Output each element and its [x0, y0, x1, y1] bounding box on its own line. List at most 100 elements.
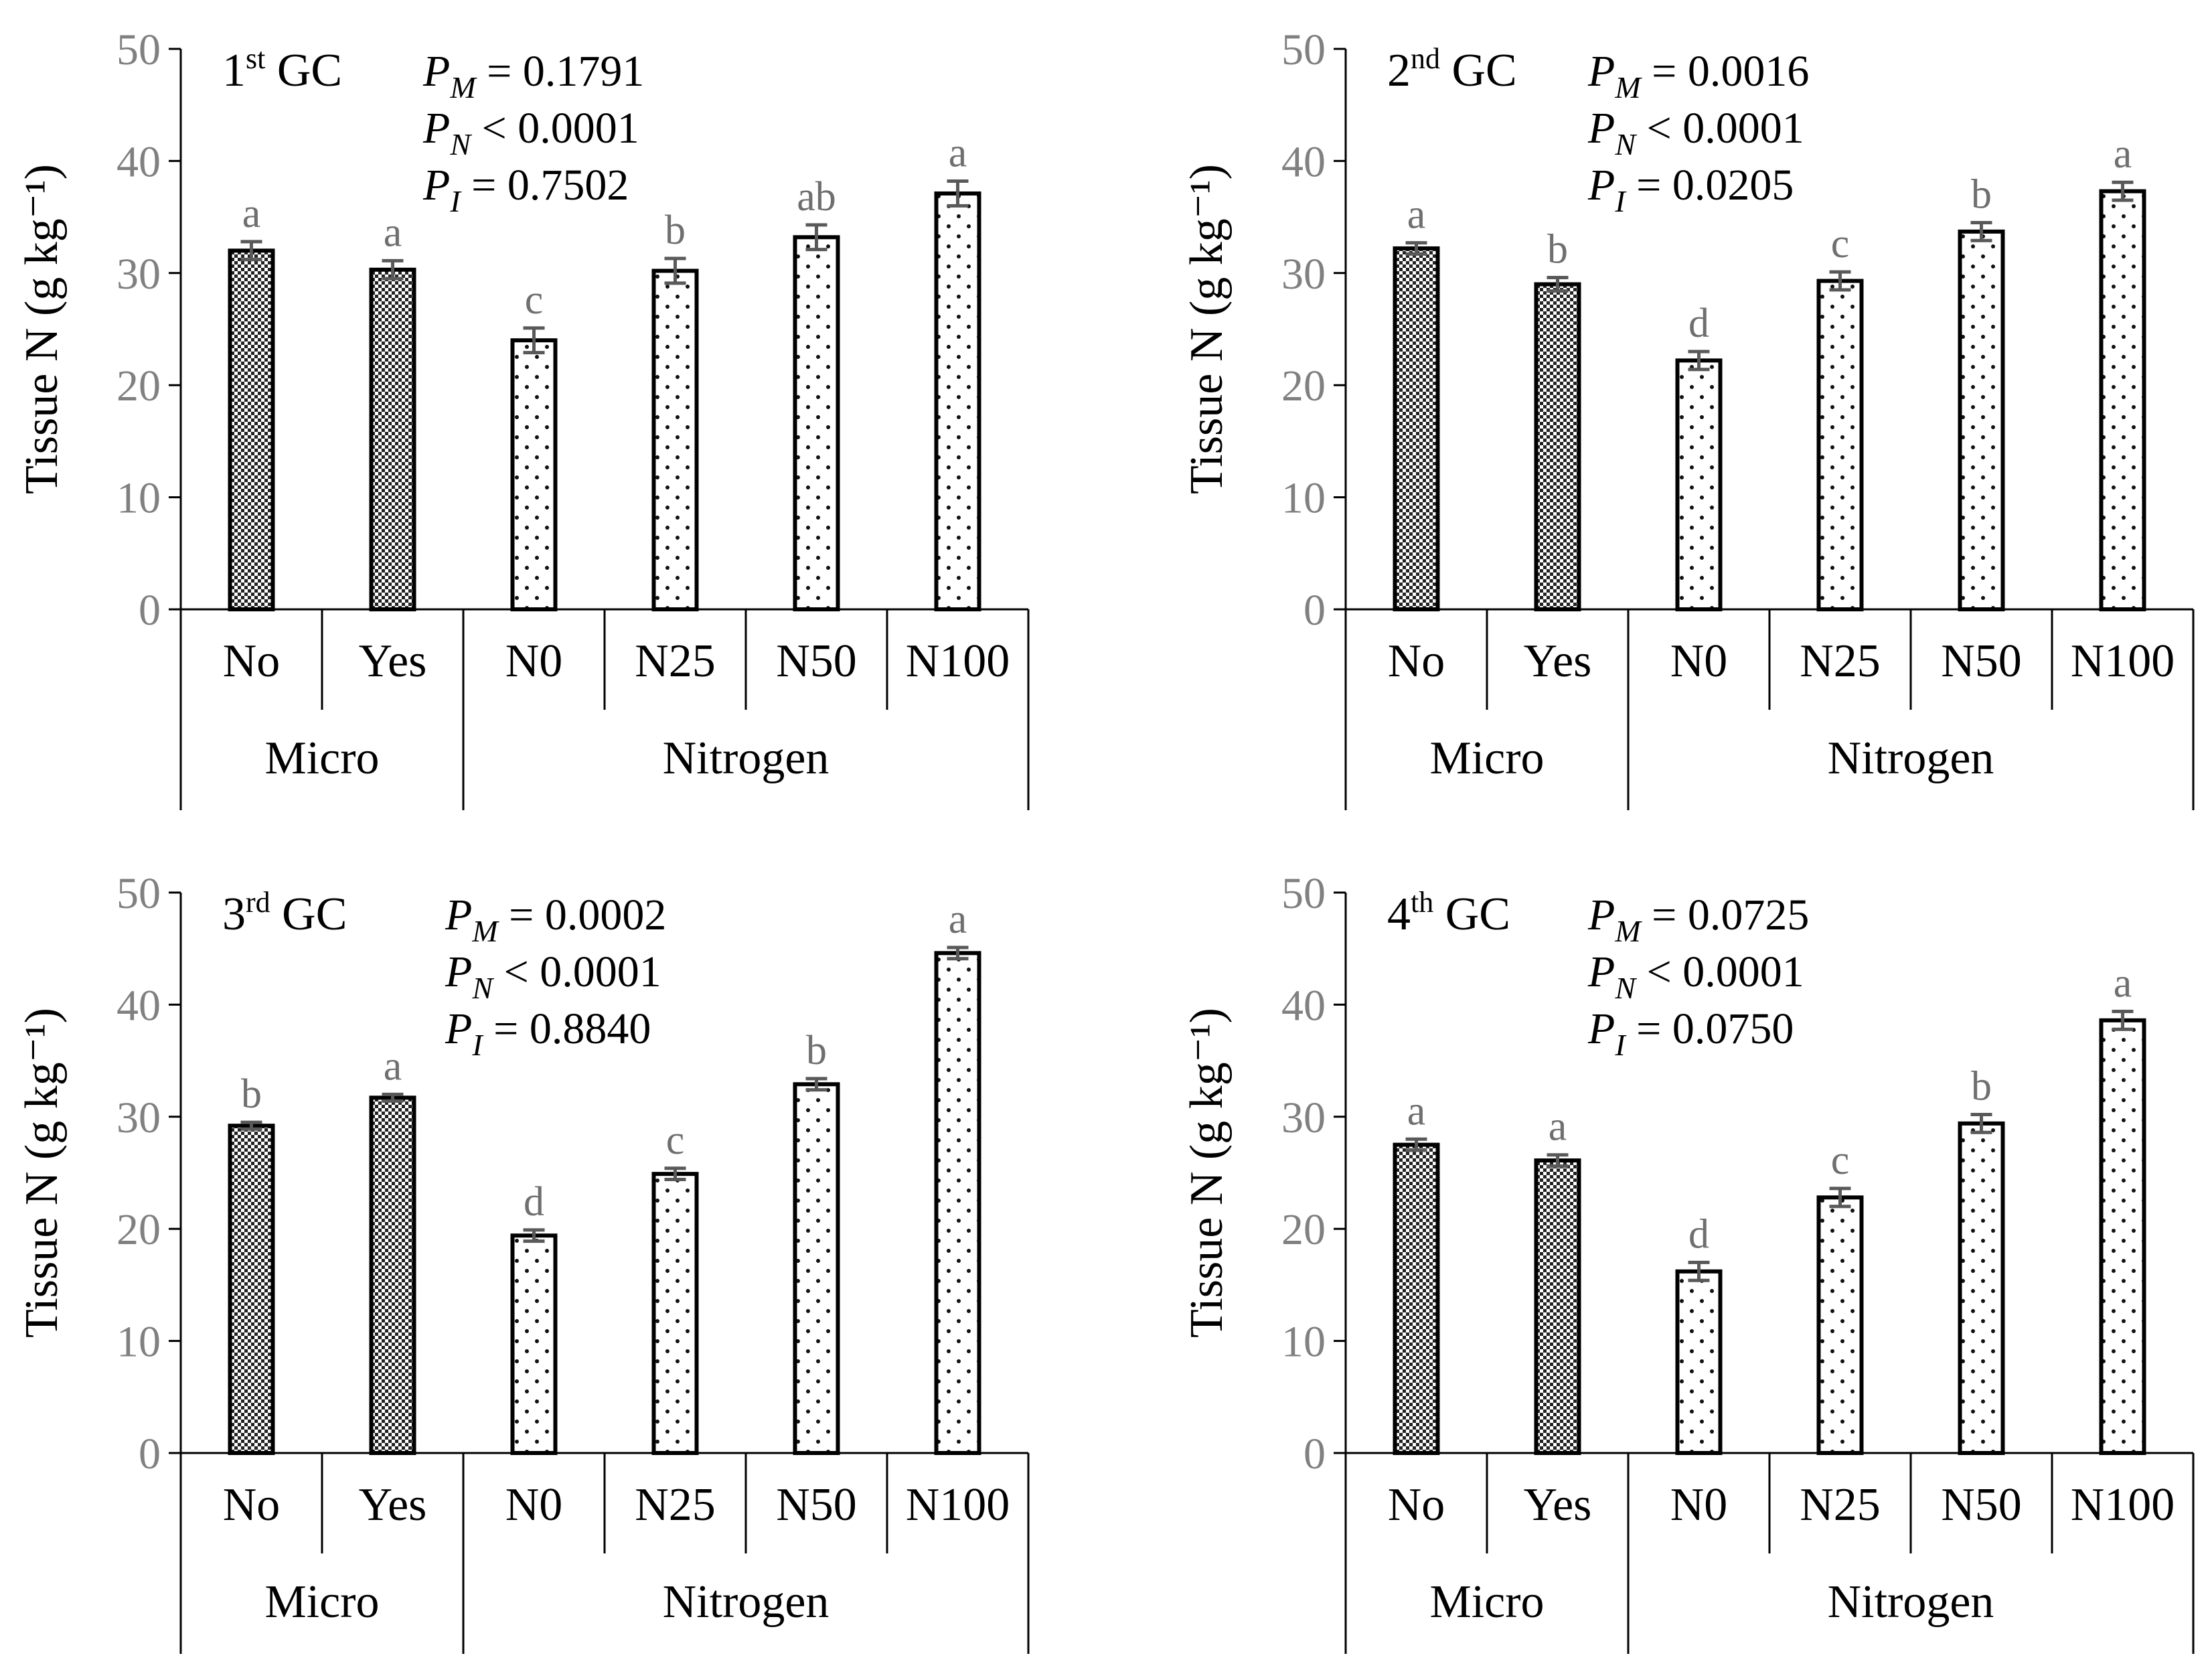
panel-title-suffix: GC	[1440, 45, 1517, 96]
p-statement: < 0.0001	[1636, 947, 1804, 996]
y-axis-title: Tissue N (g kg⁻¹)	[1181, 164, 1233, 494]
significance-letter: a	[384, 210, 402, 255]
significance-letter: ab	[797, 174, 836, 220]
p-subscript: N	[1614, 971, 1637, 1005]
group-label: Micro	[264, 733, 379, 784]
category-label: N50	[1941, 635, 2022, 687]
category-label: N50	[776, 635, 857, 687]
panel-title-suffix: GC	[1433, 889, 1510, 940]
p-value-N: PN < 0.0001	[445, 947, 661, 1005]
category-label: N25	[1800, 1479, 1881, 1531]
y-tick-label: 50	[116, 25, 161, 74]
significance-letter: c	[1831, 221, 1850, 266]
p-value-N: PN < 0.0001	[1587, 947, 1804, 1005]
bar-N25	[651, 1172, 699, 1455]
p-symbol: P	[422, 161, 450, 210]
panel-title: 4th GC	[1387, 886, 1510, 940]
bar-N100	[2099, 1018, 2146, 1456]
p-statement: < 0.0001	[1636, 104, 1804, 153]
significance-letter: a	[949, 897, 967, 942]
p-subscript: M	[1614, 70, 1642, 104]
panel-title: 1st GC	[222, 42, 342, 96]
p-symbol: P	[1587, 1004, 1615, 1053]
panel-title: 3rd GC	[222, 886, 347, 940]
y-tick-label: 40	[116, 981, 161, 1030]
y-tick-label: 20	[116, 1205, 161, 1254]
panel-title-superscript: th	[1411, 886, 1433, 919]
p-statement: = 0.8840	[483, 1004, 651, 1053]
y-tick-label: 50	[116, 869, 161, 918]
significance-letter: c	[666, 1118, 685, 1163]
panel-2: 0 10 20 30 40 50 Tissue N (g kg⁻¹) a No b Yes d N0 c N…	[1181, 25, 2195, 810]
p-statement: = 0.0750	[1626, 1004, 1794, 1053]
y-tick-label: 40	[1281, 137, 1326, 186]
panel-4: 0 10 20 30 40 50 Tissue N (g kg⁻¹) a No a Yes d N0 c N…	[1181, 869, 2195, 1654]
y-tick-label: 40	[1281, 981, 1326, 1030]
category-label: N100	[2071, 1479, 2175, 1531]
y-axis-title: Tissue N (g kg⁻¹)	[16, 164, 68, 494]
p-statement: = 0.7502	[461, 161, 629, 210]
category-label: N100	[2071, 635, 2175, 687]
y-tick-label: 50	[1281, 869, 1326, 918]
y-tick-label: 30	[1281, 1093, 1326, 1142]
p-symbol: P	[1587, 104, 1615, 153]
p-statement: = 0.0205	[1626, 161, 1794, 210]
panel-title-suffix: GC	[270, 889, 347, 940]
y-tick-label: 10	[116, 1318, 161, 1367]
group-label: Nitrogen	[663, 1576, 830, 1628]
category-label: N25	[635, 635, 716, 687]
group-label: Micro	[1429, 733, 1544, 784]
bar-N100	[2099, 189, 2146, 611]
y-tick-label: 40	[116, 137, 161, 186]
panel-title-superscript: rd	[246, 886, 270, 919]
p-symbol: P	[1587, 161, 1615, 210]
significance-letter: a	[2114, 131, 2132, 177]
bar-N0	[1675, 358, 1723, 611]
significance-letter: c	[525, 277, 544, 323]
y-tick-label: 30	[116, 1093, 161, 1142]
category-label: No	[1388, 1479, 1445, 1531]
group-label: Micro	[1429, 1576, 1544, 1628]
y-tick-label: 50	[1281, 25, 1326, 74]
p-statement: = 0.1791	[476, 47, 645, 96]
bar-N50	[1958, 1121, 2005, 1455]
significance-letter: b	[1971, 171, 1992, 217]
significance-letter: a	[949, 131, 967, 176]
significance-letter: b	[665, 208, 686, 253]
significance-letter: a	[1407, 1088, 1426, 1134]
panel-title-number: 3	[222, 889, 246, 940]
category-label: N0	[505, 1479, 563, 1531]
significance-letter: d	[1688, 1211, 1709, 1257]
bar-N0	[1675, 1269, 1723, 1455]
p-symbol: P	[445, 891, 472, 939]
bar-N100	[934, 951, 981, 1455]
y-tick-label: 20	[1281, 362, 1326, 410]
bar-N50	[1958, 229, 2005, 611]
panel-title: 2nd GC	[1387, 42, 1517, 96]
p-value-M: PM = 0.1791	[422, 47, 644, 104]
bar-Yes	[369, 1095, 416, 1456]
p-value-I: PI = 0.0205	[1587, 161, 1794, 218]
y-tick-label: 10	[116, 474, 161, 523]
p-subscript: I	[1614, 1028, 1627, 1062]
p-symbol: P	[445, 947, 472, 996]
p-value-M: PM = 0.0725	[1587, 891, 1809, 948]
p-statement: = 0.0016	[1641, 47, 1810, 96]
significance-letter: c	[1831, 1138, 1850, 1183]
significance-letter: a	[1549, 1104, 1567, 1150]
p-statement: = 0.0002	[498, 891, 667, 939]
p-value-N: PN < 0.0001	[1587, 104, 1804, 161]
bar-N25	[651, 269, 699, 611]
category-label: N25	[635, 1479, 716, 1531]
category-label: N100	[906, 635, 1010, 687]
bar-N0	[510, 338, 558, 611]
significance-letter: d	[1688, 301, 1709, 346]
category-label: Yes	[1524, 635, 1592, 687]
y-tick-label: 10	[1281, 1318, 1326, 1367]
p-value-M: PM = 0.0016	[1587, 47, 1809, 104]
p-subscript: M	[449, 70, 477, 104]
significance-letter: b	[1971, 1063, 1992, 1109]
bar-No	[228, 1124, 275, 1456]
p-value-I: PI = 0.7502	[422, 161, 629, 218]
category-label: N0	[1670, 1479, 1728, 1531]
